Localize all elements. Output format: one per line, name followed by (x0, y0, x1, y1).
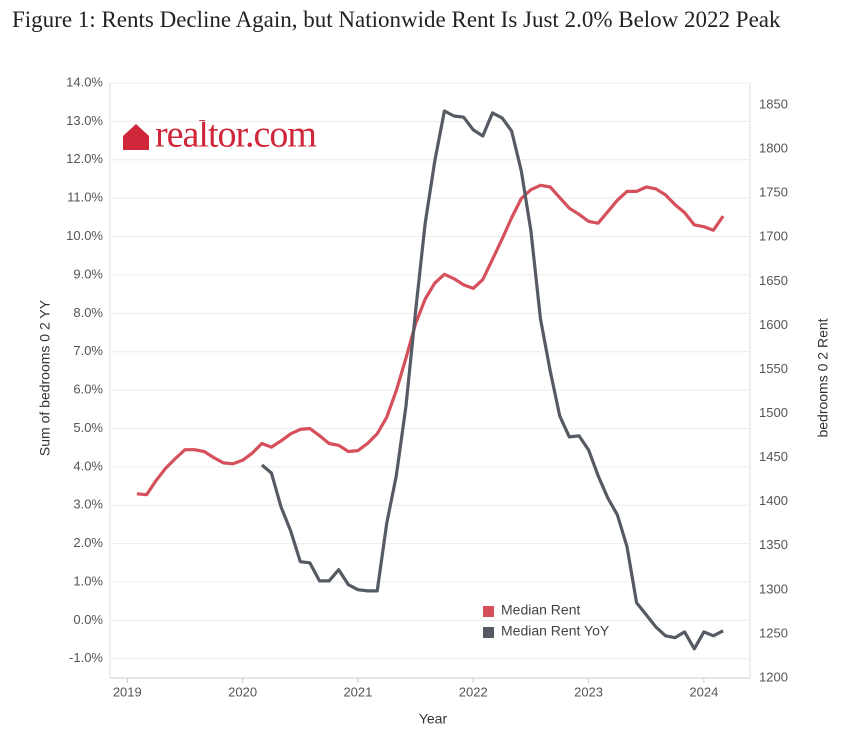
legend-label: Median Rent YoY (501, 623, 610, 639)
y-tick-label: 3.0% (73, 497, 103, 512)
y2-tick-label: 1200 (759, 669, 788, 684)
y-tick-label: 9.0% (73, 266, 103, 281)
series-line (136, 183, 725, 497)
logo-icon (123, 124, 149, 150)
y-tick-label: 14.0% (66, 74, 103, 89)
y2-tick-label: 1600 (759, 317, 788, 332)
y-tick-label: 0.0% (73, 612, 103, 627)
y-tick-label: 11.0% (67, 190, 103, 205)
x-tick-label: 2021 (343, 684, 372, 699)
y2-tick-label: 1350 (759, 537, 788, 552)
y-tick-label: 8.0% (73, 305, 103, 320)
x-tick-label: 2020 (228, 684, 257, 699)
y2-tick-label: 1650 (759, 273, 788, 288)
y2-tick-label: 1800 (759, 141, 788, 156)
y-tick-label: 6.0% (73, 382, 103, 397)
y2-tick-label: 1300 (759, 581, 788, 596)
series-line (260, 109, 724, 651)
y2-tick-label: 1500 (759, 405, 788, 420)
y-axis-label: Sum of bedrooms 0 2 YY (37, 299, 53, 456)
logo: realtor.com (123, 114, 317, 156)
x-tick-label: 2023 (574, 684, 603, 699)
logo-text: realtor.com (155, 114, 316, 156)
y-tick-label: 1.0% (73, 573, 103, 588)
y2-tick-label: 1250 (759, 625, 788, 640)
y-tick-label: 13.0% (66, 113, 103, 128)
y-tick-label: 10.0% (66, 228, 103, 243)
legend-swatch (483, 606, 494, 617)
y-tick-label: 12.0% (66, 151, 103, 166)
x-tick-label: 2024 (689, 684, 718, 699)
x-tick-label: 2022 (459, 684, 488, 699)
y2-tick-label: 1550 (759, 361, 788, 376)
y2-tick-label: 1450 (759, 449, 788, 464)
y-tick-label: -1.0% (69, 650, 103, 665)
legend-swatch (483, 627, 494, 638)
legend-label: Median Rent (501, 602, 580, 618)
y-tick-label: 7.0% (73, 343, 103, 358)
y-tick-label: 2.0% (73, 535, 103, 550)
x-tick-label: 2019 (113, 684, 142, 699)
y-tick-label: 5.0% (73, 420, 103, 435)
y2-tick-label: 1750 (759, 185, 788, 200)
x-axis-label: Year (419, 711, 448, 727)
y2-axis-label: bedrooms 0 2 Rent (815, 318, 831, 437)
y2-tick-label: 1850 (759, 96, 788, 111)
chart-title: Figure 1: Rents Decline Again, but Natio… (12, 7, 781, 32)
y-tick-label: 4.0% (73, 458, 103, 473)
y2-tick-label: 1400 (759, 493, 788, 508)
y2-tick-label: 1700 (759, 229, 788, 244)
